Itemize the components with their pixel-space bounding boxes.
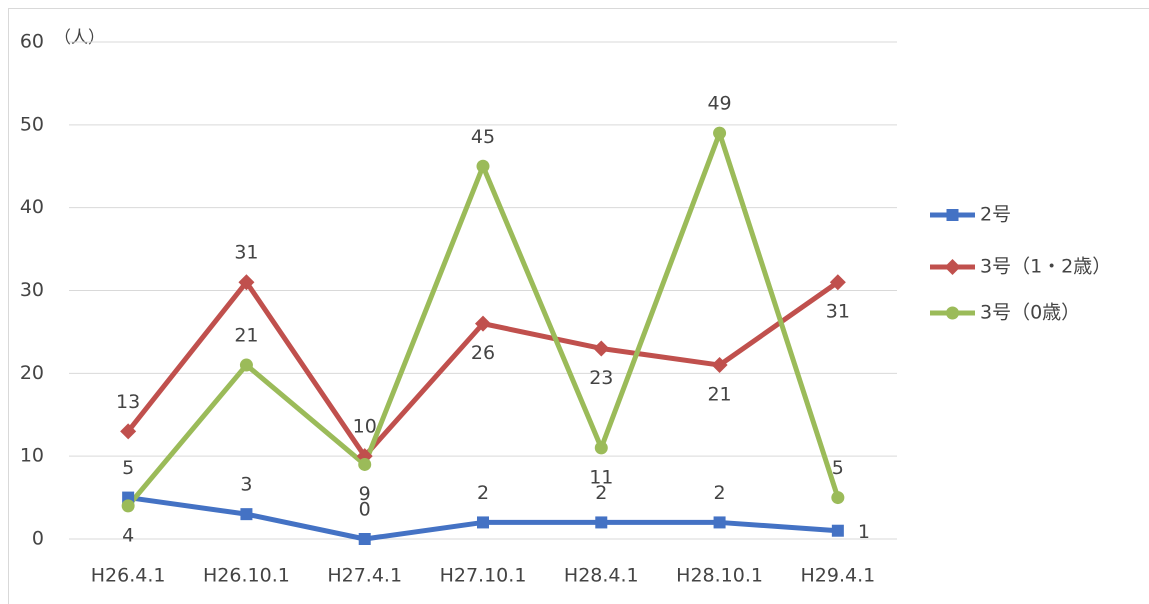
series-line	[126, 279, 840, 459]
data-label: 11	[589, 466, 613, 488]
y-axis-label: （人）	[54, 28, 105, 48]
marker	[713, 516, 726, 529]
data-label: 5	[122, 457, 134, 479]
marker	[358, 533, 371, 545]
data-label: 4	[122, 524, 134, 546]
marker	[239, 358, 253, 372]
x-tick-label: H26.4.1	[91, 565, 166, 587]
marker	[711, 357, 728, 374]
legend-label: 3号（0歳）	[980, 302, 1080, 324]
data-label: 31	[826, 301, 850, 323]
legend-label: 3号（1・2歳）	[980, 256, 1111, 278]
y-tick-label: 20	[20, 362, 44, 384]
x-tick-label: H29.4.1	[800, 565, 875, 587]
marker	[476, 159, 490, 173]
marker	[120, 423, 137, 440]
data-label: 21	[707, 384, 731, 406]
data-label: 10	[353, 416, 377, 438]
data-label: 2	[595, 482, 607, 504]
chart-frame	[8, 8, 1149, 604]
marker	[358, 457, 372, 471]
data-label: 3	[240, 474, 252, 496]
marker	[594, 441, 608, 455]
data-label: 9	[359, 483, 371, 505]
marker	[831, 524, 844, 537]
legend-marker	[946, 306, 959, 320]
marker	[122, 491, 135, 504]
marker	[595, 516, 608, 529]
marker	[238, 274, 255, 291]
marker	[831, 491, 845, 505]
data-label: 26	[471, 342, 495, 364]
x-tick-label: H26.10.1	[203, 565, 290, 587]
y-tick-label: 50	[20, 113, 44, 135]
marker	[475, 315, 491, 332]
marker	[121, 499, 135, 513]
marker	[593, 340, 610, 357]
marker	[829, 274, 846, 291]
data-label: 21	[234, 325, 258, 347]
data-label: 0	[359, 499, 371, 521]
y-tick-label: 40	[20, 196, 44, 218]
data-label: 23	[589, 367, 613, 389]
x-tick-label: H27.10.1	[440, 565, 527, 587]
marker	[713, 126, 727, 140]
legend-marker	[946, 209, 959, 221]
data-label: 1	[858, 521, 870, 543]
data-label: 31	[234, 242, 258, 264]
data-label: 2	[477, 482, 489, 504]
x-tick-label: H28.10.1	[676, 565, 763, 587]
marker	[477, 516, 489, 529]
data-label: 5	[832, 457, 844, 479]
data-label: 2	[714, 482, 726, 504]
x-tick-label: H28.4.1	[564, 565, 639, 587]
data-label: 13	[116, 391, 140, 413]
y-tick-label: 10	[20, 445, 44, 467]
data-label: 45	[471, 126, 495, 148]
legend-marker	[944, 259, 961, 275]
y-tick-label: 30	[20, 279, 44, 301]
x-tick-label: H27.4.1	[327, 565, 402, 587]
y-tick-label: 0	[32, 528, 44, 550]
marker	[240, 508, 253, 521]
legend-label: 2号	[980, 204, 1011, 226]
data-label: 49	[707, 93, 731, 115]
y-tick-label: 60	[20, 31, 44, 53]
